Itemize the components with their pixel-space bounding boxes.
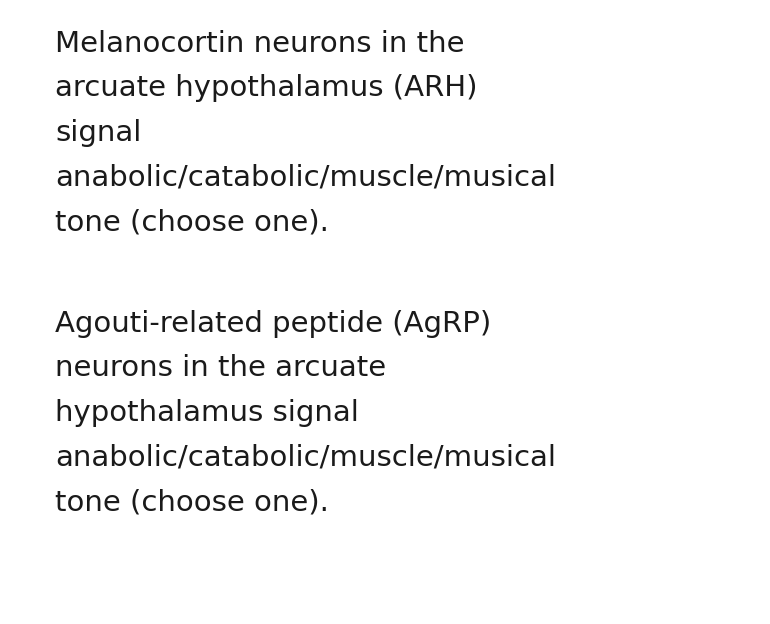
Text: Melanocortin neurons in the
arcuate hypothalamus (ARH)
signal
anabolic/catabolic: Melanocortin neurons in the arcuate hypo… — [55, 30, 556, 236]
Text: Agouti-related peptide (AgRP)
neurons in the arcuate
hypothalamus signal
anaboli: Agouti-related peptide (AgRP) neurons in… — [55, 310, 556, 516]
